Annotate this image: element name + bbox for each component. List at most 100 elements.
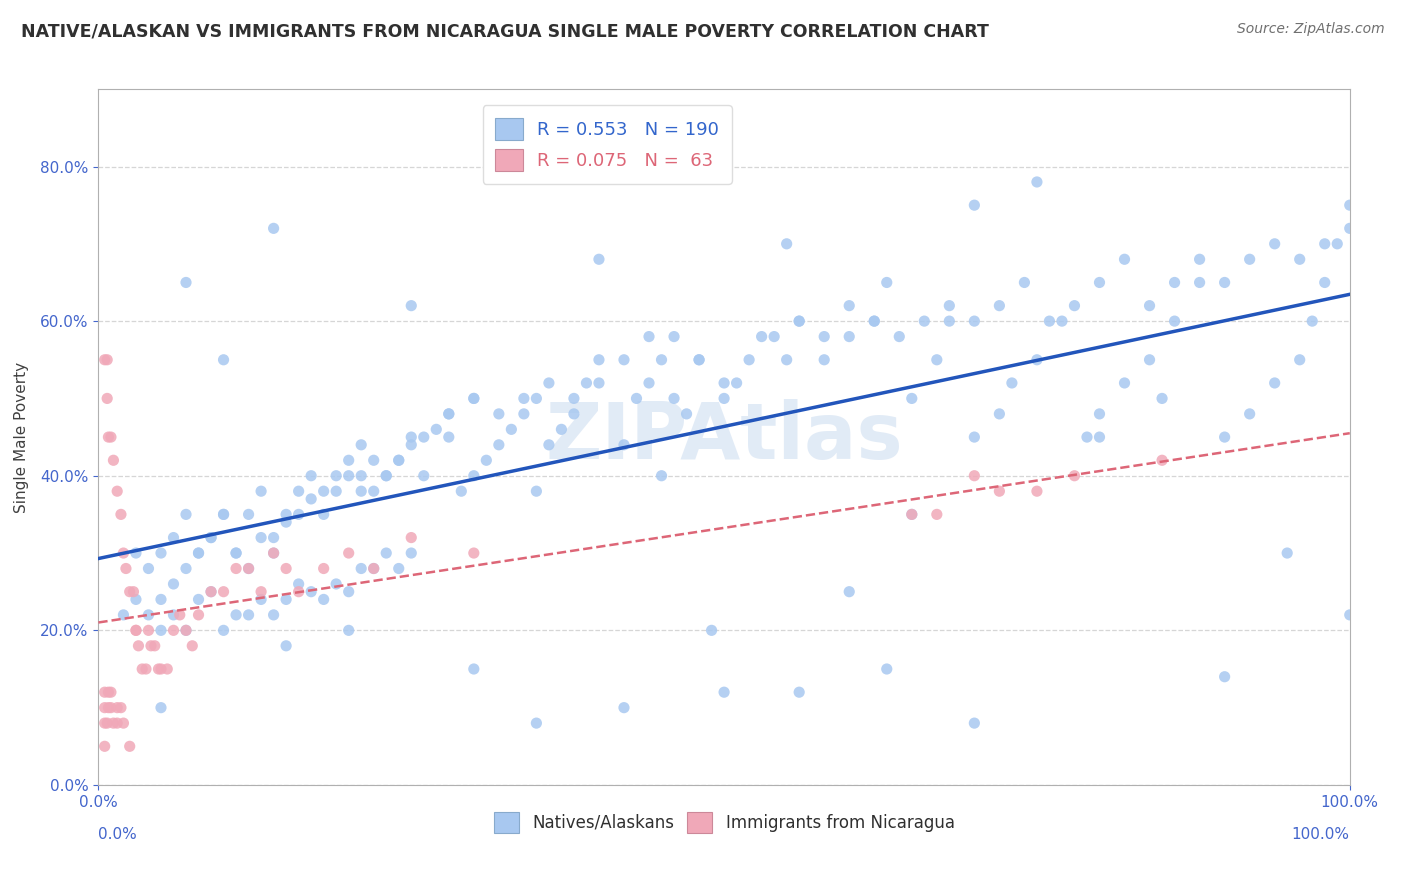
Point xyxy=(537,438,560,452)
Point xyxy=(412,430,434,444)
Point xyxy=(375,468,398,483)
Point xyxy=(238,561,260,575)
Point xyxy=(263,531,285,545)
Point xyxy=(125,546,148,560)
Point xyxy=(350,468,373,483)
Point xyxy=(1313,276,1336,290)
Point xyxy=(174,624,197,638)
Point xyxy=(274,515,298,529)
Point xyxy=(963,430,986,444)
Point xyxy=(388,453,411,467)
Point xyxy=(524,392,547,406)
Point xyxy=(212,508,235,522)
Point xyxy=(174,276,197,290)
Point xyxy=(787,685,810,699)
Point xyxy=(1076,430,1098,444)
Point xyxy=(1213,276,1236,290)
Point xyxy=(263,221,285,235)
Point xyxy=(1339,607,1361,622)
Point xyxy=(963,314,986,328)
Point xyxy=(139,639,162,653)
Point xyxy=(388,453,411,467)
Text: 0.0%: 0.0% xyxy=(98,827,138,842)
Point xyxy=(212,508,235,522)
Point xyxy=(325,484,347,499)
Point xyxy=(938,314,960,328)
Point xyxy=(110,508,132,522)
Point xyxy=(401,438,423,452)
Point xyxy=(1050,314,1073,328)
Point xyxy=(813,352,835,367)
Point xyxy=(1288,352,1310,367)
Point xyxy=(103,453,125,467)
Point xyxy=(263,546,285,560)
Point xyxy=(1339,198,1361,212)
Point xyxy=(1088,407,1111,421)
Point xyxy=(763,329,786,343)
Point xyxy=(751,329,773,343)
Text: Source: ZipAtlas.com: Source: ZipAtlas.com xyxy=(1237,22,1385,37)
Text: NATIVE/ALASKAN VS IMMIGRANTS FROM NICARAGUA SINGLE MALE POVERTY CORRELATION CHAR: NATIVE/ALASKAN VS IMMIGRANTS FROM NICARA… xyxy=(21,22,988,40)
Point xyxy=(662,392,685,406)
Point xyxy=(437,407,460,421)
Point xyxy=(187,607,209,622)
Point xyxy=(174,508,197,522)
Point xyxy=(162,577,184,591)
Point xyxy=(475,453,498,467)
Point xyxy=(838,299,860,313)
Point xyxy=(287,584,309,599)
Point xyxy=(1114,376,1136,390)
Point xyxy=(613,700,636,714)
Point xyxy=(688,352,710,367)
Point xyxy=(1277,546,1299,560)
Point xyxy=(588,252,610,267)
Point xyxy=(1288,252,1310,267)
Point xyxy=(96,716,118,731)
Point xyxy=(200,584,222,599)
Point xyxy=(363,561,385,575)
Point xyxy=(274,639,298,653)
Point xyxy=(274,592,298,607)
Point xyxy=(363,453,385,467)
Point xyxy=(225,561,247,575)
Point xyxy=(312,508,335,522)
Point xyxy=(1139,352,1161,367)
Point xyxy=(212,352,235,367)
Point xyxy=(312,592,335,607)
Point xyxy=(1001,376,1024,390)
Point xyxy=(105,700,128,714)
Point xyxy=(225,546,247,560)
Point xyxy=(112,716,135,731)
Point xyxy=(187,546,209,560)
Point xyxy=(1163,276,1185,290)
Point xyxy=(174,561,197,575)
Point xyxy=(900,392,922,406)
Legend: R = 0.553   N = 190, R = 0.075   N =  63: R = 0.553 N = 190, R = 0.075 N = 63 xyxy=(482,105,731,184)
Point xyxy=(350,484,373,499)
Point xyxy=(200,531,222,545)
Point xyxy=(900,508,922,522)
Point xyxy=(1088,276,1111,290)
Point xyxy=(200,584,222,599)
Point xyxy=(463,392,485,406)
Point xyxy=(1239,407,1261,421)
Point xyxy=(1139,299,1161,313)
Point xyxy=(863,314,886,328)
Point xyxy=(588,376,610,390)
Point xyxy=(122,584,145,599)
Point xyxy=(787,314,810,328)
Point xyxy=(638,376,661,390)
Point xyxy=(501,422,523,436)
Point xyxy=(912,314,935,328)
Point xyxy=(363,561,385,575)
Point xyxy=(876,662,898,676)
Point xyxy=(96,392,118,406)
Point xyxy=(118,584,141,599)
Point xyxy=(650,352,672,367)
Point xyxy=(550,422,572,436)
Point xyxy=(1026,352,1049,367)
Point xyxy=(713,376,735,390)
Point xyxy=(537,376,560,390)
Point xyxy=(118,739,141,754)
Point xyxy=(401,430,423,444)
